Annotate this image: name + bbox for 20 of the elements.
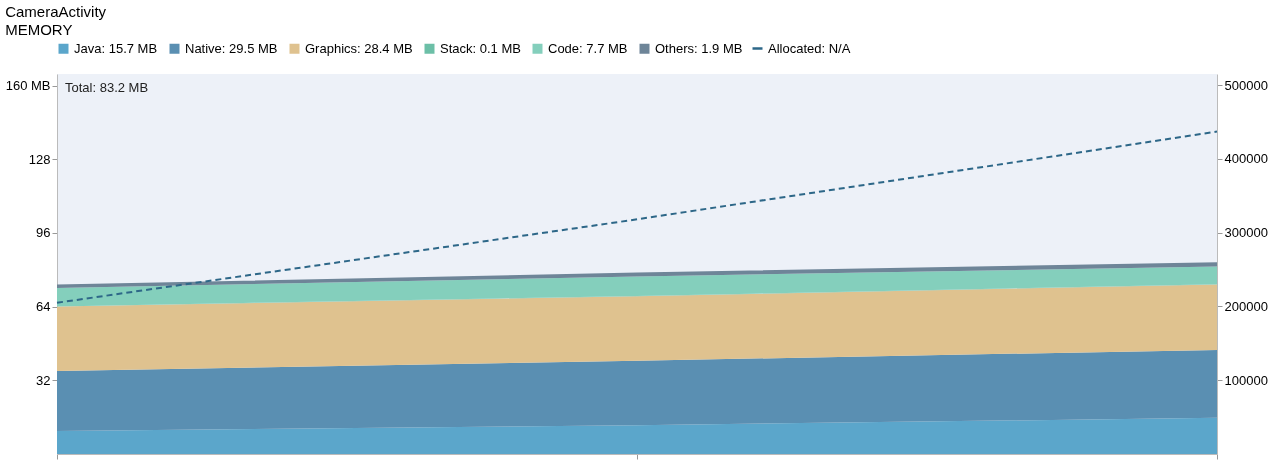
legend-label: Others: 1.9 MB bbox=[655, 40, 743, 56]
legend-label: Code: 7.7 MB bbox=[548, 40, 628, 56]
y-tick-label: 32 bbox=[36, 372, 51, 388]
y2-tick-label: 100000 bbox=[1224, 372, 1268, 388]
legend-label: Java: 15.7 MB bbox=[74, 40, 158, 56]
y2-tick-label: 200000 bbox=[1224, 298, 1268, 314]
chart-title: CameraActivity bbox=[5, 3, 107, 20]
y2-tick-label: 300000 bbox=[1224, 225, 1268, 241]
legend-label: Native: 29.5 MB bbox=[185, 40, 278, 56]
y2-tick-label: 400000 bbox=[1224, 151, 1268, 167]
y-tick-label: 160 MB bbox=[5, 78, 51, 94]
legend-label: Stack: 0.1 MB bbox=[440, 40, 521, 56]
y-tick-label: 128 bbox=[28, 151, 51, 167]
y-tick-label: 64 bbox=[36, 299, 51, 315]
y2-tick-label: 500000 bbox=[1224, 77, 1268, 93]
annotation: Total: 83.2 MB bbox=[65, 80, 149, 95]
chart-subtitle: MEMORY bbox=[5, 21, 73, 38]
legend-label: Allocated: N/A bbox=[768, 40, 851, 56]
legend-label: Graphics: 28.4 MB bbox=[305, 40, 413, 56]
y-tick-label: 96 bbox=[36, 225, 51, 241]
